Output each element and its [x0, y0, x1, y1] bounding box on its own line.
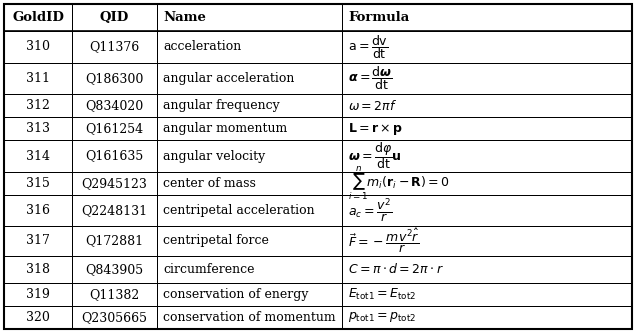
Text: 316: 316	[26, 204, 50, 217]
Bar	[157, 172, 342, 195]
Text: Q2305665: Q2305665	[81, 311, 147, 324]
Bar	[157, 94, 342, 117]
Text: $\vec{F} = -\dfrac{mv^2\hat{r}}{r}$: $\vec{F} = -\dfrac{mv^2\hat{r}}{r}$	[348, 226, 420, 255]
Bar	[72, 283, 157, 306]
Bar	[72, 306, 157, 329]
Bar	[4, 4, 72, 31]
Text: Q172881: Q172881	[85, 234, 143, 247]
Text: Q11376: Q11376	[90, 41, 140, 54]
Bar	[157, 306, 342, 329]
Bar	[342, 256, 632, 283]
Bar	[72, 4, 157, 31]
Bar	[157, 31, 342, 63]
Text: $\mathrm{a} = \dfrac{\mathrm{dv}}{\mathrm{dt}}$: $\mathrm{a} = \dfrac{\mathrm{dv}}{\mathr…	[348, 33, 388, 61]
Bar	[342, 306, 632, 329]
Bar	[4, 117, 72, 140]
Bar	[342, 117, 632, 140]
Bar	[342, 226, 632, 256]
Bar	[72, 195, 157, 226]
Bar	[4, 306, 72, 329]
Bar	[4, 63, 72, 94]
Text: Name: Name	[163, 11, 206, 24]
Text: $\mathbf{L} = \mathbf{r} \times \mathbf{p}$: $\mathbf{L} = \mathbf{r} \times \mathbf{…	[348, 121, 403, 137]
Bar	[72, 63, 157, 94]
Text: $\sum_{i=1}^{n} m_i(\mathbf{r}_i - \mathbf{R}) = 0$: $\sum_{i=1}^{n} m_i(\mathbf{r}_i - \math…	[348, 165, 450, 202]
Text: $E_{\mathrm{tot1}} = E_{\mathrm{tot2}}$: $E_{\mathrm{tot1}} = E_{\mathrm{tot2}}$	[348, 287, 416, 302]
Text: 319: 319	[26, 288, 50, 301]
Text: $a_c = \dfrac{v^2}{r}$: $a_c = \dfrac{v^2}{r}$	[348, 196, 392, 225]
Text: Q161254: Q161254	[85, 122, 143, 135]
Text: $p_{\mathrm{tot1}} = p_{\mathrm{tot2}}$: $p_{\mathrm{tot1}} = p_{\mathrm{tot2}}$	[348, 310, 416, 324]
Text: angular momentum: angular momentum	[163, 122, 287, 135]
Bar	[157, 195, 342, 226]
Text: 317: 317	[26, 234, 50, 247]
Text: 320: 320	[26, 311, 50, 324]
Text: 313: 313	[26, 122, 50, 135]
Bar	[342, 172, 632, 195]
Bar	[157, 283, 342, 306]
Text: Formula: Formula	[348, 11, 409, 24]
Text: Q843905: Q843905	[85, 263, 143, 276]
Bar	[4, 140, 72, 172]
Text: circumference: circumference	[163, 263, 255, 276]
Text: angular frequency: angular frequency	[163, 99, 280, 112]
Bar	[4, 31, 72, 63]
Text: Q2945123: Q2945123	[81, 177, 147, 190]
Bar	[342, 31, 632, 63]
Text: Q2248131: Q2248131	[81, 204, 148, 217]
Bar	[72, 140, 157, 172]
Text: conservation of momentum: conservation of momentum	[163, 311, 335, 324]
Bar	[4, 195, 72, 226]
Bar	[342, 4, 632, 31]
Text: $C = \pi \cdot d = 2\pi \cdot r$: $C = \pi \cdot d = 2\pi \cdot r$	[348, 262, 444, 276]
Text: centripetal force: centripetal force	[163, 234, 269, 247]
Text: Q11382: Q11382	[90, 288, 140, 301]
Text: 315: 315	[26, 177, 50, 190]
Text: 314: 314	[26, 150, 50, 163]
Bar	[342, 140, 632, 172]
Bar	[157, 140, 342, 172]
Bar	[342, 283, 632, 306]
Bar	[4, 226, 72, 256]
Text: 311: 311	[26, 72, 50, 85]
Text: 310: 310	[26, 41, 50, 54]
Bar	[72, 256, 157, 283]
Bar	[157, 226, 342, 256]
Text: centripetal acceleration: centripetal acceleration	[163, 204, 315, 217]
Text: $\boldsymbol{\alpha} = \dfrac{\mathrm{d}\boldsymbol{\omega}}{\mathrm{dt}}$: $\boldsymbol{\alpha} = \dfrac{\mathrm{d}…	[348, 65, 393, 92]
Text: $\omega = 2\pi f$: $\omega = 2\pi f$	[348, 99, 397, 113]
Bar	[4, 283, 72, 306]
Bar	[72, 172, 157, 195]
Bar	[157, 4, 342, 31]
Bar	[4, 256, 72, 283]
Bar	[4, 94, 72, 117]
Bar	[72, 226, 157, 256]
Text: $\boldsymbol{\omega} = \dfrac{\mathrm{d}\varphi}{\mathrm{dt}}\mathbf{u}$: $\boldsymbol{\omega} = \dfrac{\mathrm{d}…	[348, 141, 402, 171]
Bar	[72, 31, 157, 63]
Bar	[342, 195, 632, 226]
Bar	[342, 63, 632, 94]
Text: GoldID: GoldID	[12, 11, 64, 24]
Bar	[72, 117, 157, 140]
Text: Q834020: Q834020	[85, 99, 143, 112]
Text: conservation of energy: conservation of energy	[163, 288, 308, 301]
Bar	[157, 117, 342, 140]
Bar	[157, 63, 342, 94]
Bar	[4, 172, 72, 195]
Text: angular velocity: angular velocity	[163, 150, 265, 163]
Bar	[157, 256, 342, 283]
Text: center of mass: center of mass	[163, 177, 256, 190]
Text: Q186300: Q186300	[85, 72, 144, 85]
Text: acceleration: acceleration	[163, 41, 241, 54]
Text: QID: QID	[100, 11, 129, 24]
Text: Q161635: Q161635	[85, 150, 143, 163]
Text: 318: 318	[26, 263, 50, 276]
Bar	[72, 94, 157, 117]
Bar	[342, 94, 632, 117]
Text: angular acceleration: angular acceleration	[163, 72, 294, 85]
Text: 312: 312	[26, 99, 50, 112]
